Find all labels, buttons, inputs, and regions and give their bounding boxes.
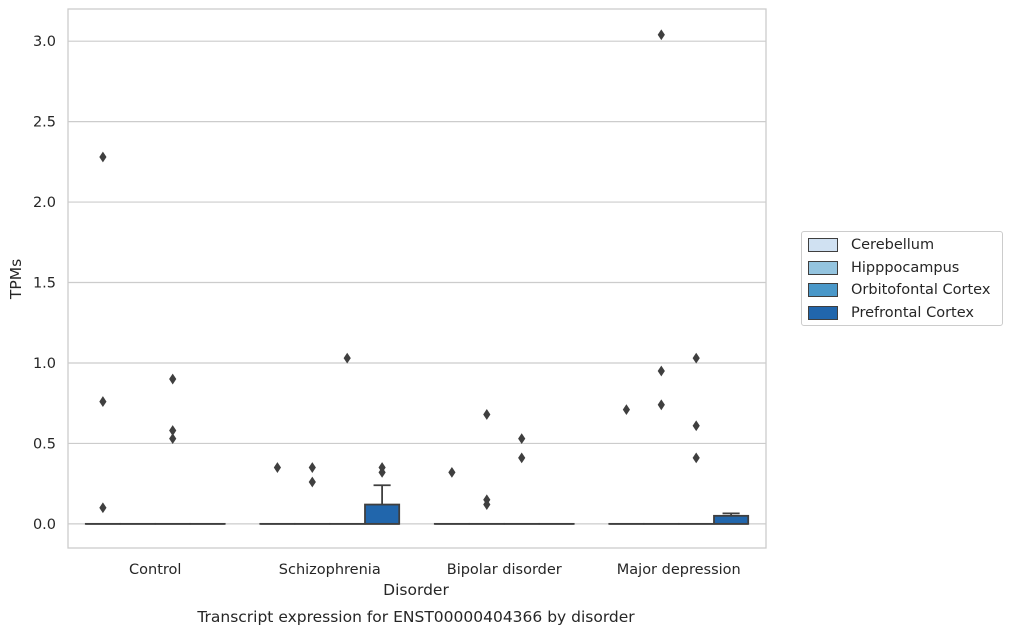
legend-swatch-prefrontal-cortex [808, 306, 838, 320]
legend-label: Prefrontal Cortex [851, 305, 974, 321]
outlier-point [657, 29, 665, 41]
outlier-point [483, 409, 491, 420]
x-tick-label: Control [129, 562, 181, 578]
y-tick-label: 1.0 [33, 356, 56, 372]
box-body [713, 514, 750, 525]
outlier-point [692, 352, 700, 364]
legend-label: Orbitofontal Cortex [851, 282, 991, 298]
box-2-0 [154, 373, 191, 525]
box-2-3 [678, 352, 715, 525]
box-0-0 [84, 151, 121, 525]
legend-item-prefrontal-cortex: Prefrontal Cortex [808, 303, 974, 323]
outlier-point [518, 433, 526, 444]
y-tick-label: 1.5 [33, 276, 56, 292]
y-tick-label: 3.0 [33, 34, 56, 50]
outlier-point [483, 494, 491, 506]
y-axis-ticks: 0.0 0.5 1.0 1.5 2.0 2.5 3.0 [33, 34, 56, 533]
legend-item-orbitofrontal-cortex: Orbitofontal Cortex [808, 280, 990, 300]
outlier-point [448, 466, 456, 478]
outlier-point [169, 433, 177, 444]
outlier-point [692, 420, 700, 432]
legend-swatch-cerebellum [808, 238, 838, 252]
outlier-point [308, 476, 316, 488]
y-tick-label: 0.0 [33, 517, 56, 533]
x-tick-label: Major depression [617, 562, 741, 578]
legend-swatch-hippocampus [808, 261, 838, 275]
box-body [364, 503, 401, 525]
y-axis-label: TPMs [7, 259, 25, 300]
box-0-2 [433, 466, 470, 525]
box-3-3 [713, 512, 750, 525]
box-2-1 [329, 352, 366, 525]
x-tick-label: Bipolar disorder [447, 562, 562, 578]
outlier-point [169, 373, 177, 385]
outlier-point [308, 462, 316, 473]
plot-area-frame [67, 8, 767, 549]
outlier-point [343, 352, 351, 364]
chart-title: Transcript expression for ENST0000040436… [196, 608, 635, 626]
y-tick-label: 2.5 [33, 115, 56, 131]
outlier-point [622, 404, 630, 416]
box-0-1 [259, 462, 296, 525]
legend-item-cerebellum: Cerebellum [808, 235, 934, 255]
box-plot-marks [84, 29, 750, 525]
y-gridlines [68, 40, 766, 525]
legend-item-hippocampus: Hipppocampus [808, 258, 959, 278]
y-tick-label: 2.0 [33, 195, 56, 211]
legend-label: Hipppocampus [851, 260, 960, 276]
outlier-point [99, 396, 107, 407]
legend-label: Cerebellum [851, 237, 935, 253]
x-tick-label: Schizophrenia [279, 562, 381, 578]
outlier-point [692, 452, 700, 464]
x-axis-ticks: Control Schizophrenia Bipolar disorder Majo… [129, 562, 741, 578]
box-1-2 [468, 409, 505, 525]
box-3-1 [364, 462, 401, 525]
box-1-1 [294, 462, 331, 525]
outlier-point [99, 502, 107, 514]
box-1-3 [643, 29, 680, 525]
outlier-point [169, 425, 177, 436]
outlier-point [273, 462, 281, 473]
x-axis-label: Disorder [383, 581, 449, 599]
box-0-3 [608, 404, 645, 525]
outlier-point [378, 462, 386, 473]
outlier-point [518, 452, 526, 464]
legend-swatch-orbitofrontal-cortex [808, 283, 838, 297]
outlier-point [657, 399, 665, 411]
box-2-2 [503, 433, 540, 525]
outlier-point [657, 365, 665, 377]
outlier-point [99, 151, 107, 163]
y-tick-label: 0.5 [33, 436, 56, 452]
legend: Cerebellum Hipppocampus Orbitofontal Cor… [801, 231, 1003, 326]
